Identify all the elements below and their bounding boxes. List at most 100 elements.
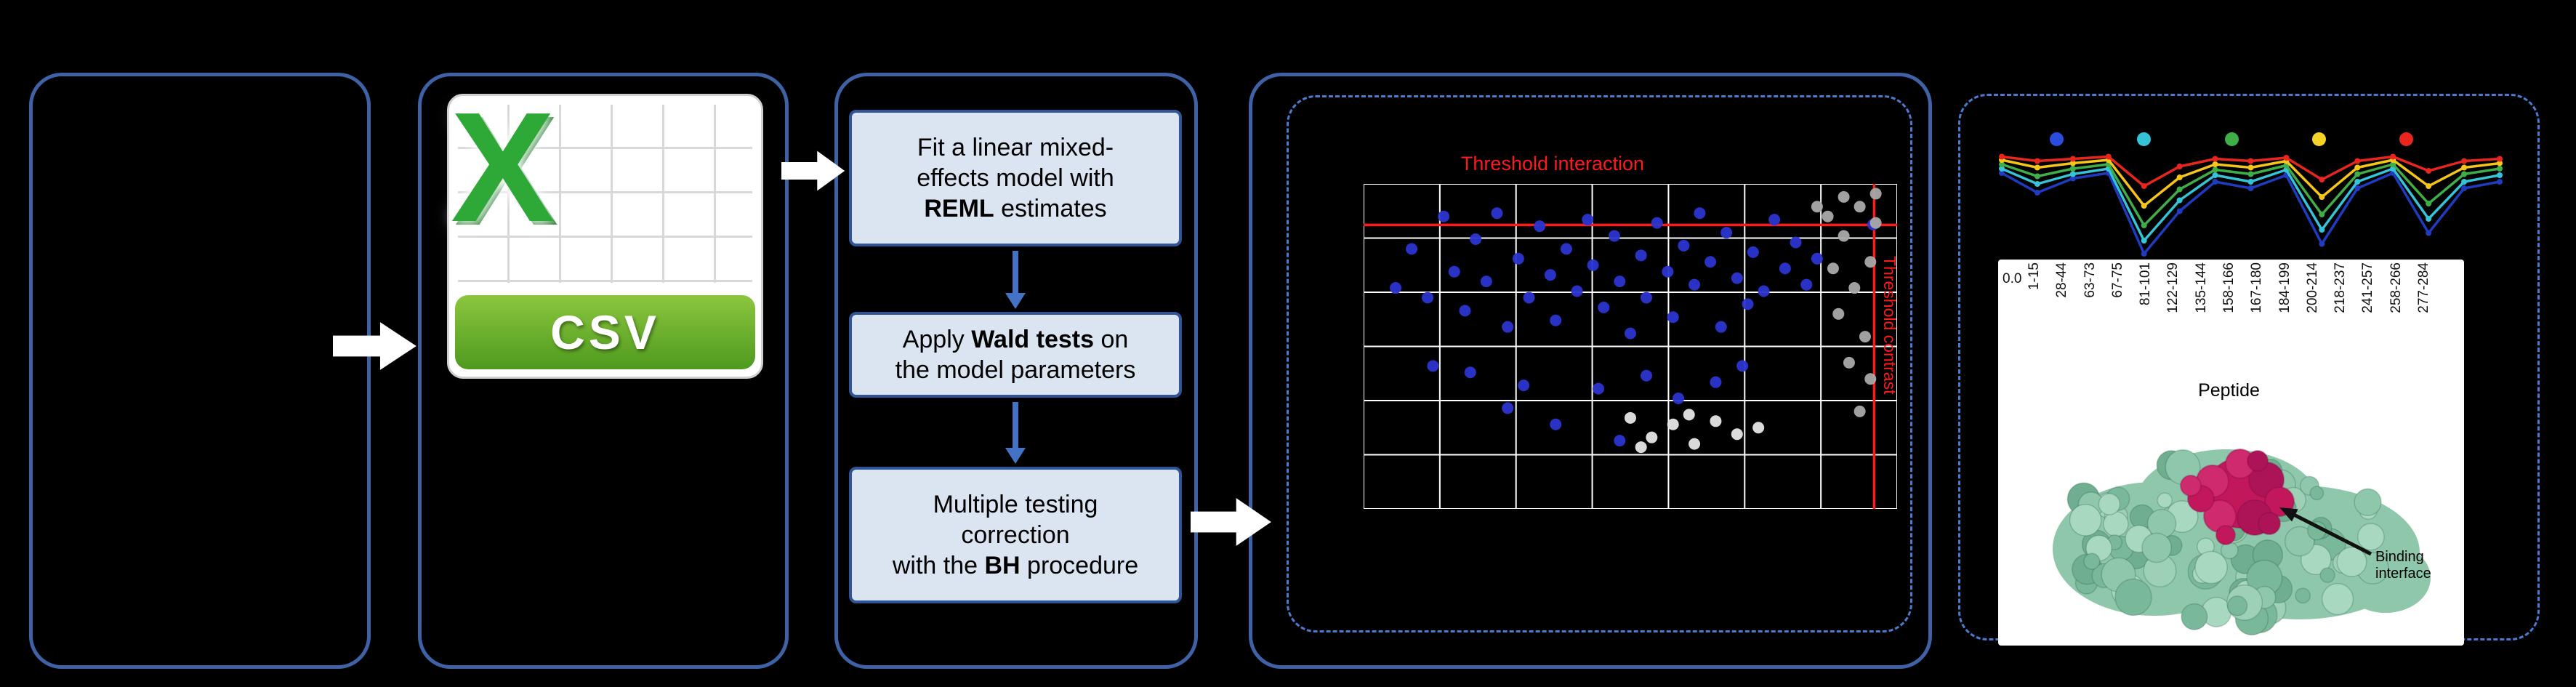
- line-marker: [2141, 183, 2147, 189]
- excel-x-logo: X: [451, 79, 555, 254]
- scatter-point: [1459, 305, 1471, 317]
- peptide-tick-label: 158-166: [2221, 262, 2237, 313]
- protein-surface-lump: [2336, 546, 2367, 577]
- threshold-contrast-label: Threshold contrast: [1880, 256, 1899, 395]
- line-marker: [2426, 183, 2432, 189]
- line-marker: [2461, 164, 2468, 171]
- scatter-results-panel: [1249, 73, 1932, 669]
- scatter-point: [1406, 243, 1418, 255]
- scatter-point: [1550, 418, 1562, 430]
- protein-surface-lump: [2295, 587, 2311, 604]
- legend-dot: [2137, 132, 2152, 146]
- step-text: Multiple testing correction with the BH …: [892, 490, 1139, 580]
- y-axis-tick: 0.0: [2003, 271, 2022, 286]
- peptide-tick-label: 258-266: [2388, 262, 2404, 313]
- step-text: Apply Wald tests on the model parameters: [895, 325, 1136, 384]
- peptide-tick-label: 28-44: [2054, 262, 2070, 298]
- line-marker: [2212, 161, 2218, 167]
- scatter-point: [1502, 321, 1514, 333]
- scatter-point: [1534, 220, 1546, 233]
- scatter-point: [1811, 201, 1823, 213]
- legend-dot: [2224, 132, 2239, 146]
- legend-dots: [2050, 132, 2413, 146]
- line-marker: [2354, 179, 2361, 185]
- peptide-uptake-chart: [1999, 153, 2503, 257]
- scatter-point: [1715, 321, 1727, 333]
- line-marker: [2319, 194, 2325, 200]
- binding-interface-annotation: Binding interface: [2375, 549, 2431, 582]
- scatter-point: [1752, 422, 1765, 434]
- protein-surface-lump: [2141, 532, 2173, 563]
- scatter-point: [1667, 418, 1679, 430]
- legend-dot: [2399, 132, 2413, 146]
- protein-surface-lump: [2194, 550, 2228, 584]
- peptide-tick-labels: 1-15 28-44 63-73 67-75 81-101 122-129 135-144 1…: [2026, 262, 2431, 313]
- scatter-point: [1864, 373, 1877, 385]
- scatter-point: [1635, 249, 1647, 262]
- line-marker: [2141, 203, 2147, 209]
- scatter-point: [1641, 369, 1653, 382]
- scatter-point: [1747, 246, 1759, 258]
- scatter-point: [1853, 201, 1866, 213]
- scatter-point: [1683, 409, 1695, 421]
- scatter-point: [1673, 393, 1685, 405]
- scatter-point: [1859, 331, 1871, 343]
- scatter-point: [1598, 301, 1610, 313]
- peptide-tick-label: 122-129: [2165, 262, 2181, 313]
- line-marker: [2497, 156, 2503, 162]
- peptide-tick-label: 63-73: [2082, 262, 2098, 298]
- line-marker: [2426, 168, 2432, 174]
- scatter-point: [1694, 207, 1706, 220]
- protein-surface-lump: [2103, 510, 2129, 537]
- line-marker: [2426, 230, 2432, 236]
- scatter-point: [1560, 243, 1572, 255]
- line-marker: [2034, 181, 2040, 187]
- protein-surface-lump: [2114, 578, 2152, 616]
- line-marker: [2069, 160, 2076, 166]
- line-marker: [2461, 179, 2468, 185]
- line-marker: [2069, 175, 2076, 182]
- line-marker: [2247, 158, 2254, 164]
- scatter-point: [1625, 327, 1636, 340]
- legend-dot: [2050, 132, 2064, 146]
- scatter-point: [1480, 276, 1492, 288]
- scatter-point: [1390, 282, 1402, 294]
- line-marker: [2426, 216, 2432, 222]
- pipeline-step-reml: Fit a linear mixed- effects model with R…: [849, 110, 1182, 246]
- line-marker: [2034, 190, 2040, 196]
- scatter-point: [1512, 252, 1524, 265]
- scatter-point: [1635, 441, 1647, 454]
- line-marker: [2176, 174, 2183, 180]
- line-marker: [2390, 153, 2396, 160]
- line-marker: [2247, 171, 2254, 177]
- protein-surface-lump: [2181, 603, 2208, 630]
- scatter-point: [1790, 236, 1802, 249]
- scatter-point: [1587, 259, 1599, 271]
- line-marker: [2176, 164, 2183, 169]
- line-marker: [2034, 158, 2040, 164]
- peptide-tick-label: 67-75: [2109, 262, 2125, 298]
- line-marker: [2212, 166, 2218, 173]
- line-marker: [2069, 166, 2076, 172]
- scatter-point: [1550, 314, 1562, 326]
- scatter-point: [1848, 282, 1861, 294]
- scatter-point: [1502, 402, 1514, 414]
- down-arrow-icon: [1005, 402, 1026, 464]
- step-text: Fit a linear mixed- effects model with R…: [917, 133, 1114, 223]
- scatter-point: [1710, 415, 1722, 427]
- scatter-point: [1491, 207, 1503, 220]
- scatter-point: [1853, 405, 1866, 417]
- scatter-point: [1667, 311, 1679, 324]
- scatter-point: [1864, 256, 1877, 268]
- protein-surface-lump: [2319, 567, 2335, 583]
- scatter-point: [1779, 262, 1791, 275]
- line-marker: [2497, 172, 2503, 178]
- protein-surface-lump: [2354, 488, 2382, 516]
- line-marker: [2141, 251, 2147, 257]
- line-marker: [2283, 155, 2290, 161]
- annotation-arrowhead: [2279, 507, 2298, 522]
- peptide-tick-label: 218-237: [2333, 262, 2348, 313]
- binding-interface-region: [2215, 525, 2236, 545]
- protein-surface-lump: [2157, 492, 2173, 508]
- peptide-tick-label: 135-144: [2193, 262, 2209, 313]
